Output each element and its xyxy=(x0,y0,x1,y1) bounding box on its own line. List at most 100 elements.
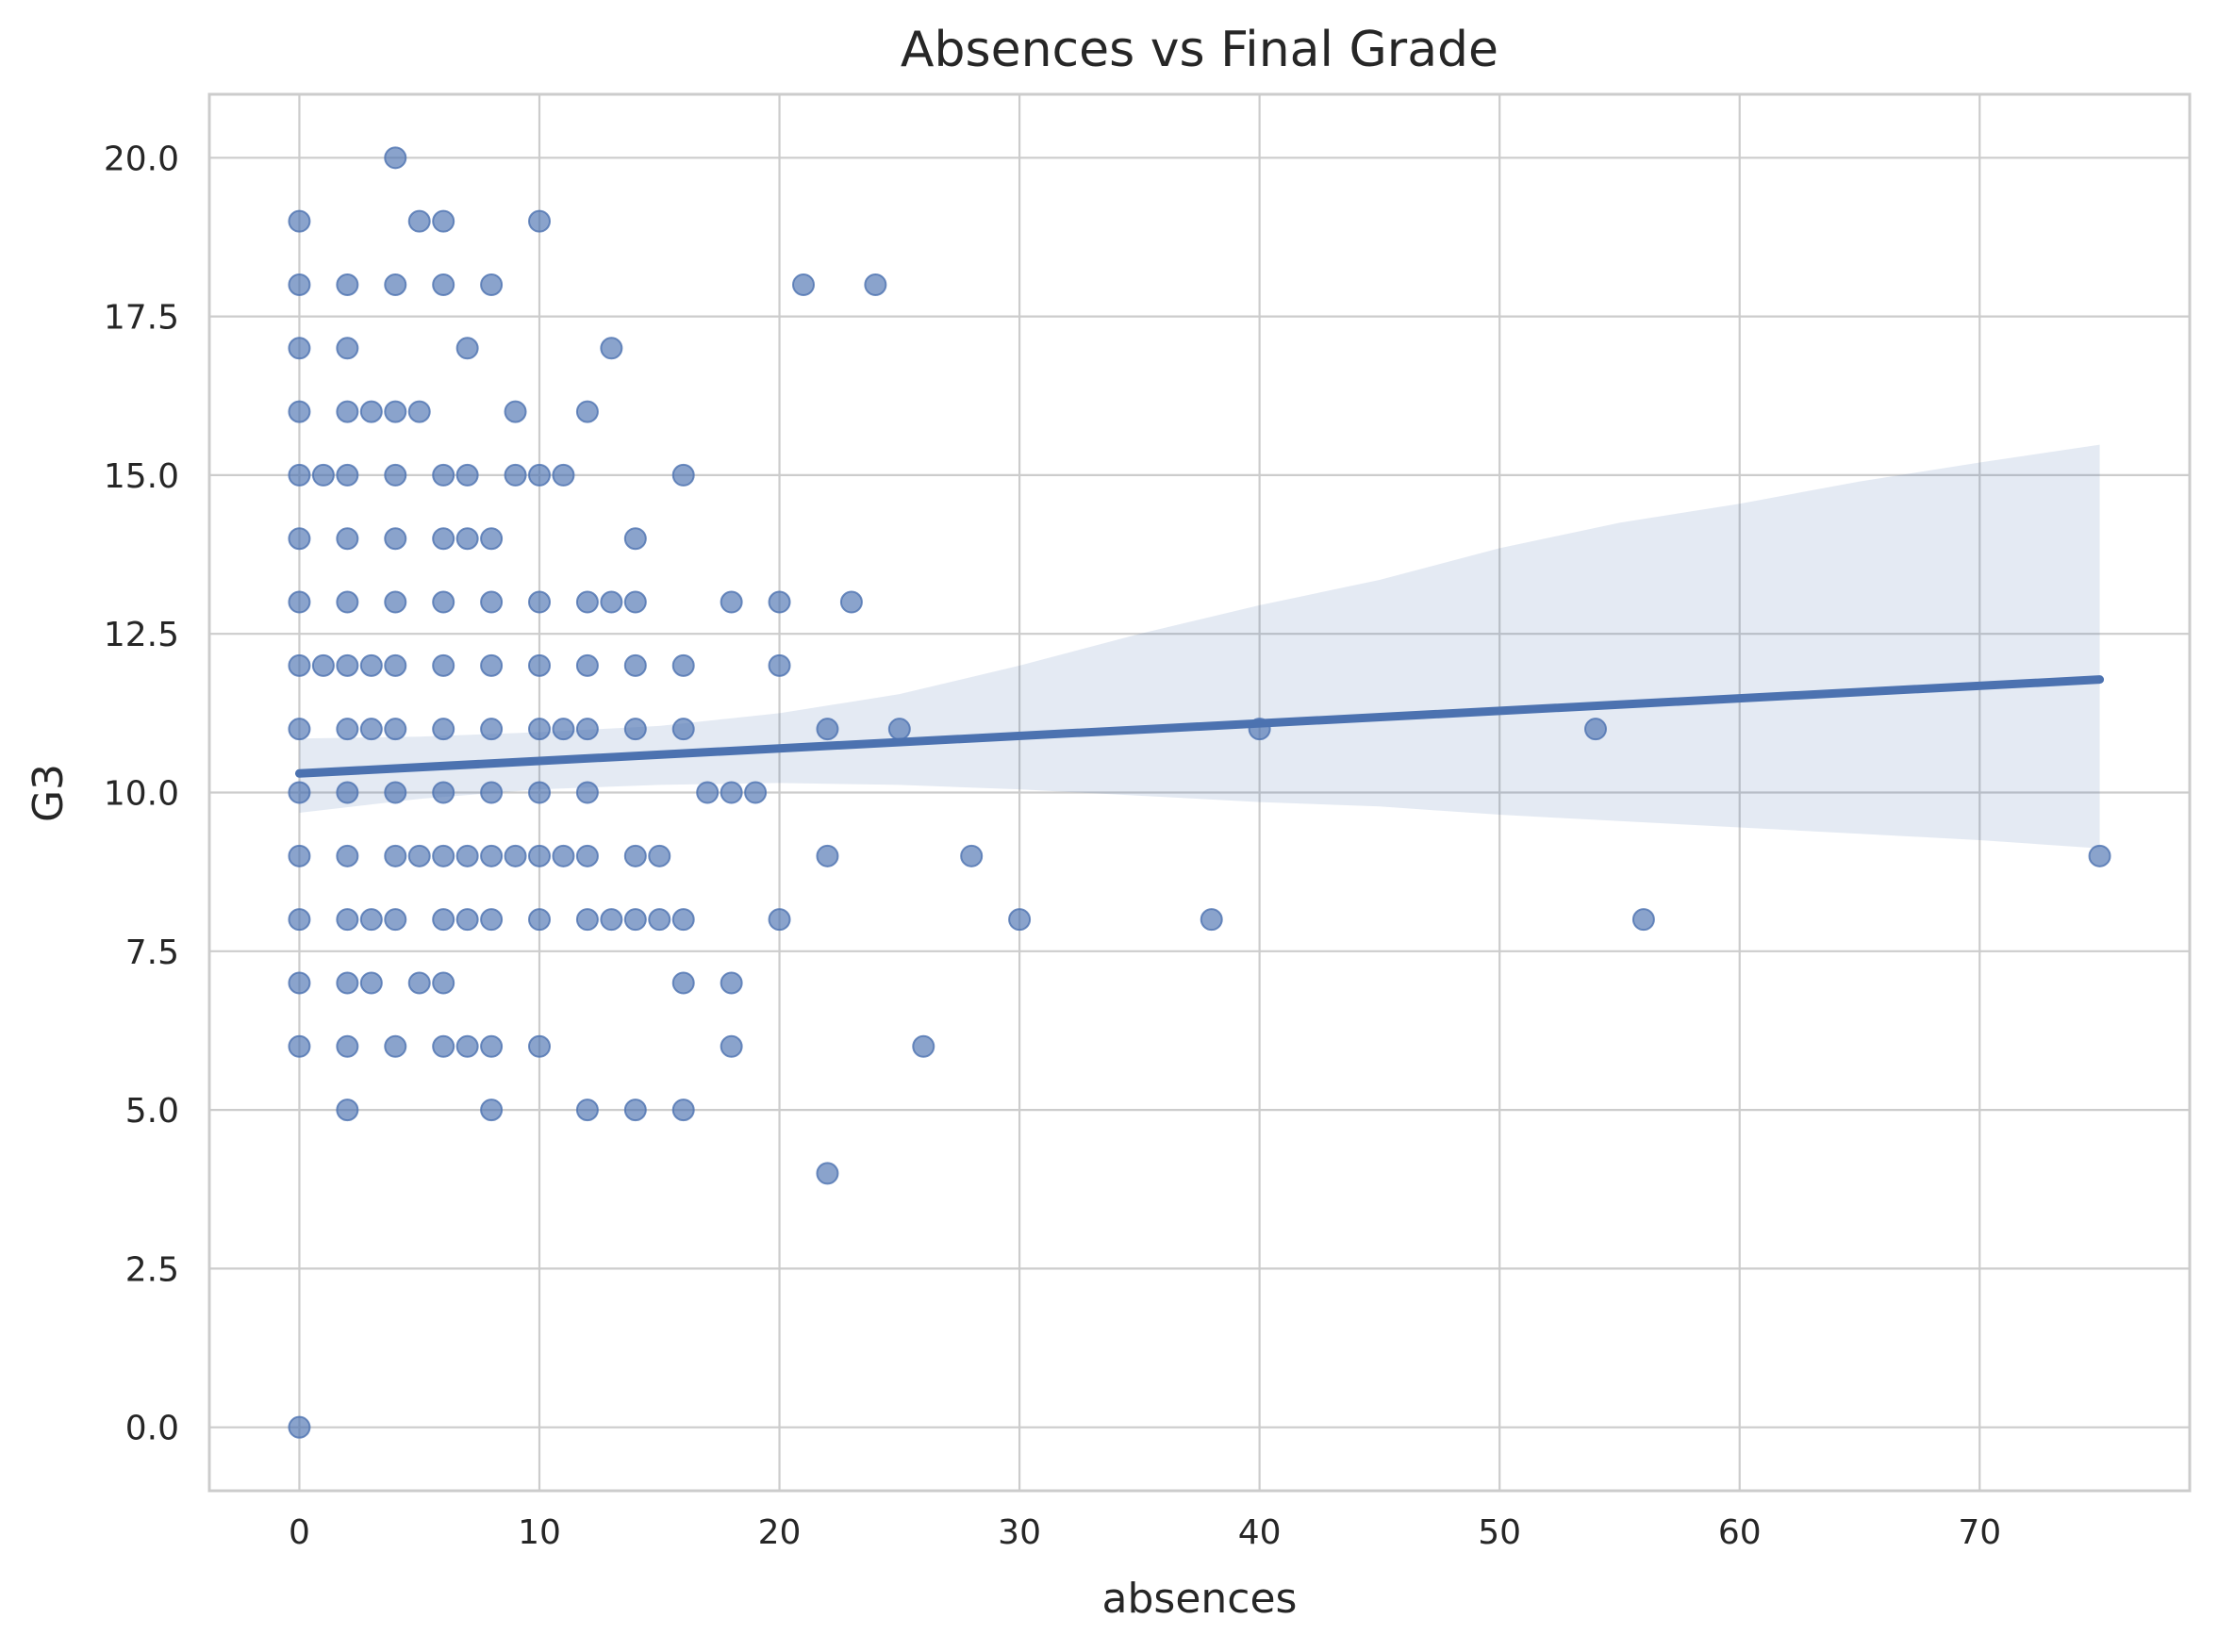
y-tick-label: 15.0 xyxy=(104,457,179,496)
data-point xyxy=(480,590,504,614)
data-point xyxy=(384,463,407,487)
x-tick-label: 10 xyxy=(518,1513,561,1552)
data-point xyxy=(311,463,335,487)
data-point xyxy=(623,527,647,551)
data-point xyxy=(480,781,504,804)
data-point xyxy=(671,971,695,995)
data-point xyxy=(839,590,863,614)
data-point xyxy=(288,590,311,614)
data-point xyxy=(432,718,455,741)
data-point xyxy=(288,400,311,423)
data-point xyxy=(288,908,311,932)
data-point xyxy=(432,209,455,233)
data-point xyxy=(720,971,743,995)
data-point xyxy=(768,590,791,614)
data-point xyxy=(288,1415,311,1439)
x-tick-label: 70 xyxy=(1958,1513,2001,1552)
y-tick-label: 2.5 xyxy=(125,1250,179,1289)
data-point xyxy=(744,781,768,804)
x-axis-ticks: 0 10 20 30 40 50 60 70 xyxy=(289,1513,2001,1552)
data-point xyxy=(912,1034,935,1058)
data-point xyxy=(336,337,359,360)
data-point xyxy=(528,209,551,233)
data-point xyxy=(288,273,311,296)
data-point xyxy=(384,781,407,804)
data-point xyxy=(671,718,695,741)
data-point xyxy=(768,653,791,677)
grid-lines xyxy=(209,94,2190,1491)
data-point xyxy=(288,463,311,487)
y-tick-label: 0.0 xyxy=(125,1410,179,1448)
data-point xyxy=(359,400,383,423)
data-point xyxy=(359,718,383,741)
data-point xyxy=(432,653,455,677)
data-point xyxy=(623,844,647,867)
data-point xyxy=(432,273,455,296)
x-tick-label: 20 xyxy=(758,1513,802,1552)
data-point xyxy=(455,527,479,551)
data-point xyxy=(696,781,720,804)
data-point xyxy=(528,781,551,804)
data-point xyxy=(768,908,791,932)
data-point xyxy=(407,400,431,423)
data-point xyxy=(575,718,599,741)
data-point xyxy=(600,337,623,360)
data-point xyxy=(552,718,575,741)
data-point xyxy=(455,844,479,867)
data-point xyxy=(623,653,647,677)
data-point xyxy=(359,653,383,677)
data-point xyxy=(288,718,311,741)
data-point xyxy=(432,844,455,867)
data-point xyxy=(816,1162,839,1185)
data-point xyxy=(528,590,551,614)
data-point xyxy=(575,1099,599,1122)
data-point xyxy=(671,463,695,487)
data-point xyxy=(384,908,407,932)
data-point xyxy=(2088,844,2111,867)
data-point xyxy=(432,527,455,551)
regression-line xyxy=(294,675,2105,778)
data-point xyxy=(384,146,407,170)
data-point xyxy=(384,718,407,741)
plot-frame xyxy=(207,92,2192,1493)
data-point xyxy=(288,527,311,551)
data-point xyxy=(384,590,407,614)
data-point xyxy=(480,273,504,296)
data-point xyxy=(336,718,359,741)
data-point xyxy=(288,1034,311,1058)
data-point xyxy=(288,653,311,677)
data-point xyxy=(384,400,407,423)
data-point xyxy=(480,908,504,932)
data-point xyxy=(432,781,455,804)
y-tick-label: 5.0 xyxy=(125,1092,179,1131)
scatter-points xyxy=(288,146,2111,1439)
data-point xyxy=(480,527,504,551)
data-point xyxy=(720,1034,743,1058)
data-point xyxy=(407,971,431,995)
data-point xyxy=(359,971,383,995)
y-axis-ticks: 0.0 2.5 5.0 7.5 10.0 12.5 15.0 17.5 20.0 xyxy=(104,140,179,1447)
data-point xyxy=(336,908,359,932)
data-point xyxy=(648,844,671,867)
data-point xyxy=(671,908,695,932)
data-point xyxy=(552,463,575,487)
data-point xyxy=(336,273,359,296)
data-point xyxy=(336,400,359,423)
y-tick-label: 20.0 xyxy=(104,140,179,178)
data-point xyxy=(384,273,407,296)
x-tick-label: 40 xyxy=(1238,1513,1282,1552)
data-point xyxy=(336,590,359,614)
data-point xyxy=(311,653,335,677)
data-point xyxy=(336,1099,359,1122)
data-point xyxy=(528,718,551,741)
data-point xyxy=(336,781,359,804)
data-point xyxy=(336,463,359,487)
data-point xyxy=(407,209,431,233)
data-point xyxy=(792,273,815,296)
y-tick-label: 10.0 xyxy=(104,775,179,814)
x-axis-label: absences xyxy=(1102,1575,1298,1623)
data-point xyxy=(432,1034,455,1058)
data-point xyxy=(384,844,407,867)
